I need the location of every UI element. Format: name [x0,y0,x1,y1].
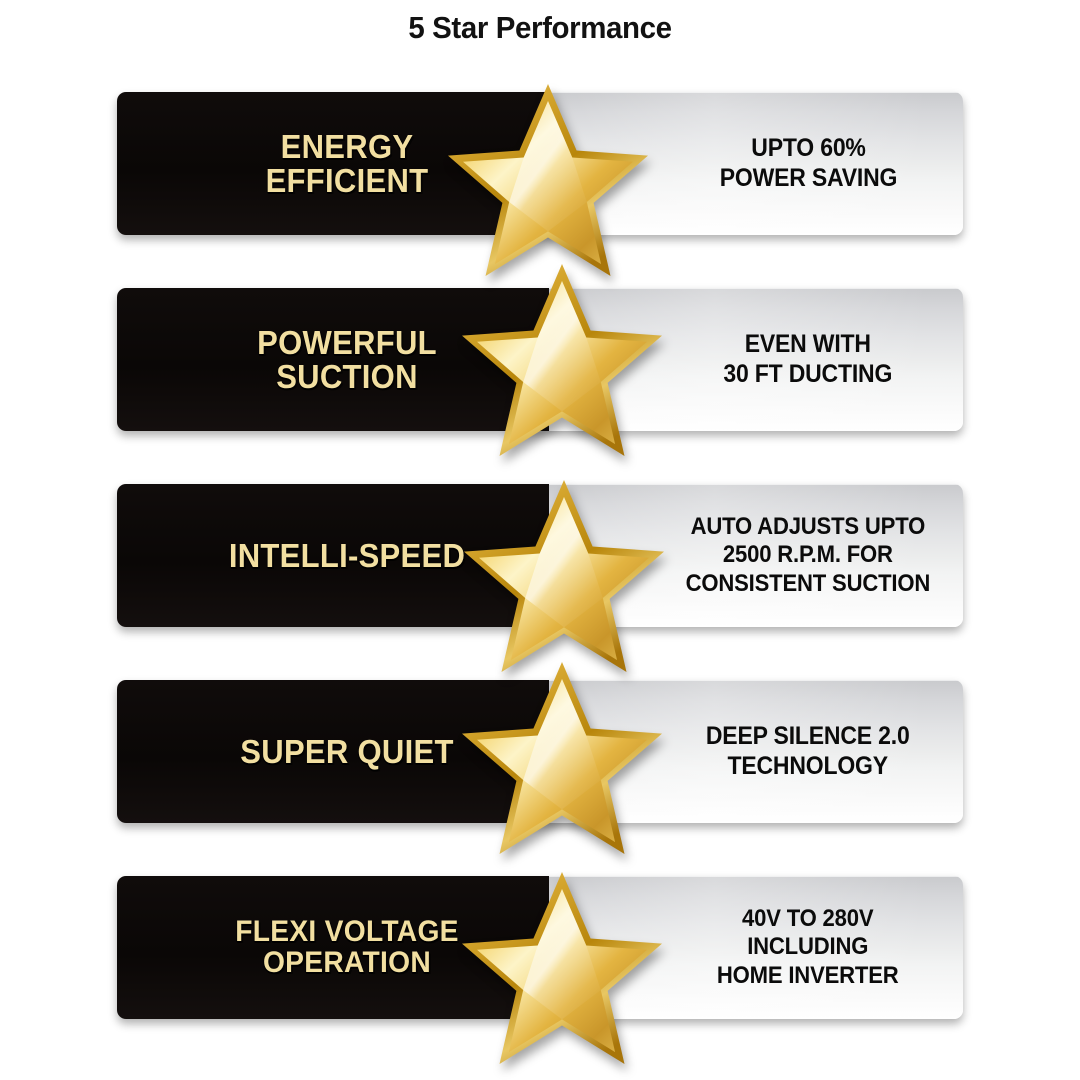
feature-row-1: ENERGY EFFICIENT UPTO 60% POWER SAVING [0,84,1080,276]
feature-fact-panel: EVEN WITH 30 FT DUCTING [549,288,963,431]
feature-row-5: FLEXI VOLTAGE OPERATION 40V TO 280V INCL… [0,872,1080,1064]
feature-row-2: POWERFUL SUCTION EVEN WITH 30 FT DUCTING [0,264,1080,456]
feature-fact-1: UPTO 60% POWER SAVING [719,134,897,192]
feature-row-3: INTELLI-SPEED AUTO ADJUSTS UPTO 2500 R.P… [0,480,1080,672]
feature-fact-5: 40V TO 280V INCLUDING HOME INVERTER [717,905,899,989]
feature-bar: ENERGY EFFICIENT UPTO 60% POWER SAVING [117,92,963,235]
feature-label-4: SUPER QUIET [240,732,454,770]
feature-row-4: SUPER QUIET DEEP SILENCE 2.0 TECHNOLOGY [0,662,1080,854]
feature-list: ENERGY EFFICIENT UPTO 60% POWER SAVING [0,84,1080,1072]
feature-label-panel: SUPER QUIET [117,680,549,823]
feature-label-3: INTELLI-SPEED [228,536,466,574]
feature-label-1: ENERGY EFFICIENT [265,127,429,199]
feature-fact-3: AUTO ADJUSTS UPTO 2500 R.P.M. FOR CONSIS… [685,513,931,597]
feature-label-panel: POWERFUL SUCTION [117,288,549,431]
feature-label-panel: FLEXI VOLTAGE OPERATION [117,876,549,1019]
feature-fact-panel: UPTO 60% POWER SAVING [549,92,963,235]
feature-fact-panel: DEEP SILENCE 2.0 TECHNOLOGY [549,680,963,823]
feature-fact-4: DEEP SILENCE 2.0 TECHNOLOGY [706,722,910,780]
page-title: 5 Star Performance [408,10,672,45]
feature-fact-2: EVEN WITH 30 FT DUCTING [723,330,893,388]
feature-label-5: FLEXI VOLTAGE OPERATION [235,914,459,979]
feature-bar: SUPER QUIET DEEP SILENCE 2.0 TECHNOLOGY [117,680,963,823]
feature-fact-panel: AUTO ADJUSTS UPTO 2500 R.P.M. FOR CONSIS… [549,484,963,627]
feature-bar: POWERFUL SUCTION EVEN WITH 30 FT DUCTING [117,288,963,431]
feature-label-panel: INTELLI-SPEED [117,484,549,627]
feature-fact-panel: 40V TO 280V INCLUDING HOME INVERTER [549,876,963,1019]
feature-bar: FLEXI VOLTAGE OPERATION 40V TO 280V INCL… [117,876,963,1019]
feature-label-panel: ENERGY EFFICIENT [117,92,549,235]
feature-bar: INTELLI-SPEED AUTO ADJUSTS UPTO 2500 R.P… [117,484,963,627]
feature-label-2: POWERFUL SUCTION [257,323,437,395]
